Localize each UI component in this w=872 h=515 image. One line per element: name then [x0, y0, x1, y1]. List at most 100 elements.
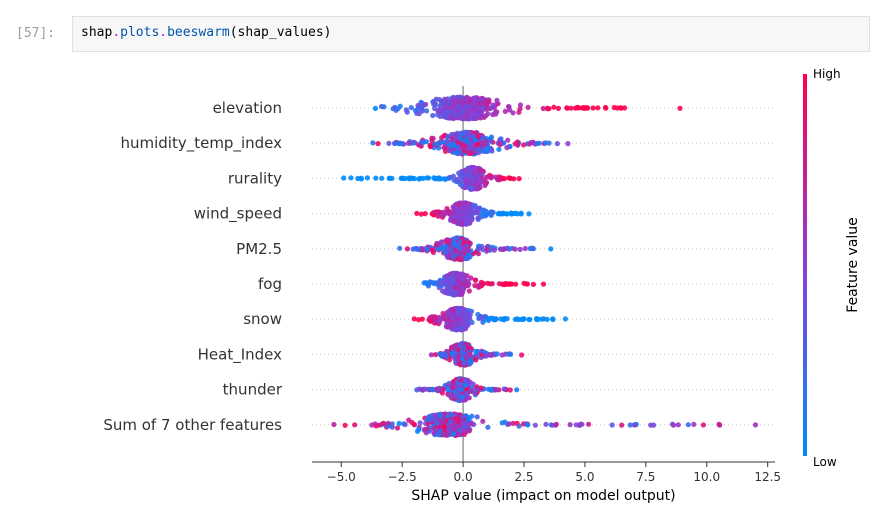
shap-point [463, 172, 469, 178]
shap-point [459, 326, 466, 332]
shap-point [568, 105, 574, 111]
shap-point [462, 322, 468, 328]
shap-point [331, 421, 337, 428]
shap-point [472, 115, 478, 121]
shap-point [373, 175, 379, 181]
shap-point [394, 425, 401, 431]
shap-point [479, 352, 485, 358]
shap-point [399, 141, 405, 147]
code-attr-beeswarm: beeswarm [167, 25, 230, 40]
shap-point [468, 275, 474, 281]
shap-point [450, 291, 456, 297]
shap-point [443, 176, 449, 182]
shap-point [372, 105, 378, 111]
shap-point [434, 141, 440, 147]
shap-point [444, 141, 450, 147]
shap-point [410, 246, 416, 252]
shap-point [444, 316, 450, 322]
shap-point [447, 392, 453, 398]
shap-point [419, 316, 425, 322]
shap-point [467, 145, 473, 151]
shap-point [424, 108, 430, 114]
shap-point [432, 209, 438, 215]
shap-point [379, 175, 385, 181]
shap-point [486, 315, 493, 321]
shap-point [487, 352, 493, 358]
shap-point [392, 140, 398, 147]
shap-point [482, 142, 488, 148]
shap-point [530, 246, 537, 252]
shap-point [459, 350, 465, 356]
shap-point [505, 137, 511, 143]
shap-point [516, 423, 522, 429]
shap-point [472, 170, 478, 176]
shap-point [546, 140, 552, 146]
shap-point [487, 246, 493, 252]
shap-point [445, 324, 451, 330]
shap-point [430, 99, 436, 105]
shap-point [469, 319, 475, 326]
shap-point [508, 351, 514, 357]
shap-point [381, 104, 387, 110]
shap-point [466, 288, 472, 294]
shap-point [496, 146, 502, 152]
shap-point [387, 175, 393, 181]
shap-point [550, 316, 556, 322]
shap-point [456, 287, 462, 293]
shap-point [443, 279, 450, 285]
shap-point [416, 142, 422, 148]
shap-point [485, 111, 491, 117]
shap-point [465, 247, 471, 253]
shap-point [451, 142, 457, 148]
shap-point [458, 133, 464, 139]
shap-point [567, 422, 573, 428]
shap-point [446, 241, 452, 247]
shap-point [453, 320, 459, 326]
shap-point [460, 114, 466, 120]
shap-point [433, 175, 439, 181]
shap-point [436, 314, 442, 320]
shap-point [716, 421, 722, 427]
shap-point [433, 352, 439, 358]
shap-point [376, 422, 382, 428]
grid-layer [312, 107, 775, 426]
shap-point [437, 318, 443, 325]
shap-point [564, 105, 571, 111]
shap-point [485, 280, 491, 286]
shap-point [555, 105, 562, 111]
shap-point [483, 353, 489, 359]
shap-point [479, 208, 485, 214]
shap-point [462, 184, 469, 190]
shap-point [463, 200, 469, 206]
shap-point [452, 107, 458, 113]
shap-point [595, 105, 601, 111]
beeswarm-chart: elevationhumidity_temp_indexruralitywind… [103, 67, 861, 504]
shap-point [514, 316, 520, 322]
shap-point [420, 387, 426, 393]
shap-point [493, 386, 499, 392]
shap-point [450, 275, 456, 281]
shap-point [456, 104, 462, 111]
shap-point [464, 273, 470, 279]
code-cell-input[interactable]: shap.plots.beeswarm(shap_values) [72, 16, 870, 52]
shap-point [418, 211, 424, 217]
shap-point [459, 221, 465, 227]
shap-point [437, 176, 443, 182]
shap-point [406, 176, 412, 182]
shap-point [475, 209, 481, 215]
shap-point [444, 253, 450, 259]
shap-point [429, 314, 435, 320]
shap-point [508, 281, 514, 287]
shap-point [430, 112, 436, 119]
shap-point [499, 140, 506, 146]
shap-point [453, 327, 459, 333]
shap-point [440, 244, 446, 250]
shap-point [503, 211, 509, 217]
shap-point [494, 176, 501, 182]
shap-point [521, 142, 527, 148]
shap-point [424, 175, 430, 181]
shap-point [546, 106, 552, 112]
shap-point [364, 175, 370, 181]
shap-point [526, 211, 532, 217]
shap-point [464, 205, 470, 211]
